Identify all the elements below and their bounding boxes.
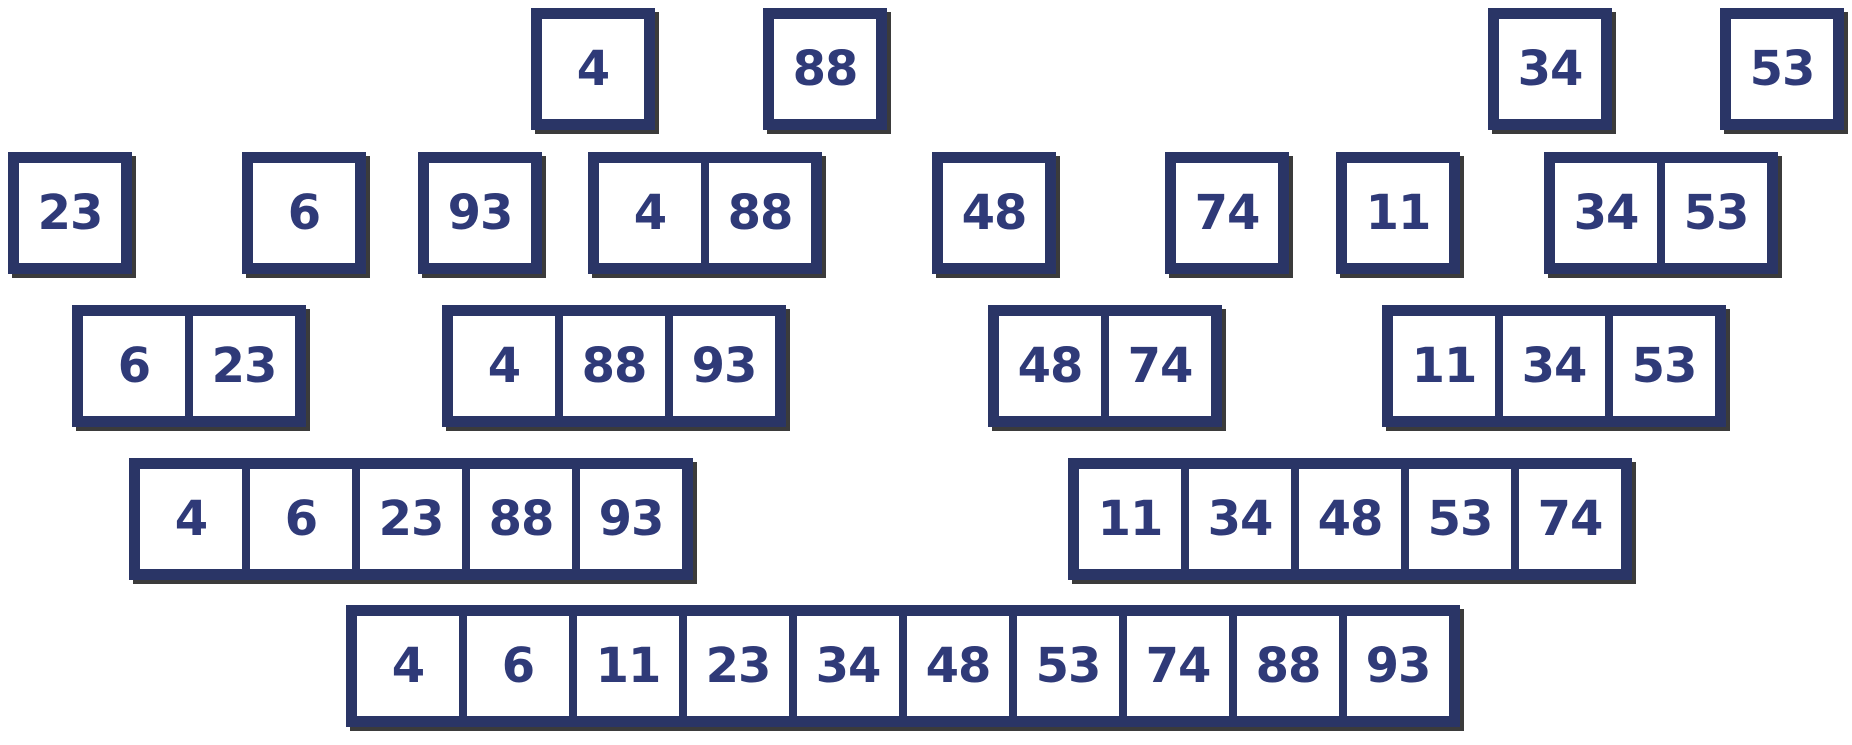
level-4-group: 11 34 48 53 74 [1068, 458, 1632, 580]
number-cell: 93 [1347, 616, 1449, 716]
number-cell: 53 [1613, 316, 1715, 416]
number-cell: 11 [1393, 316, 1495, 416]
number-cell: 93 [429, 163, 531, 263]
number-cell: 6 [250, 469, 352, 569]
number-cell: 34 [1189, 469, 1291, 569]
number-cell: 53 [1665, 163, 1767, 263]
level-2-group: 23 [8, 152, 132, 274]
level-3-group: 11 34 53 [1382, 305, 1726, 427]
number-cell: 4 [140, 469, 242, 569]
number-cell: 74 [1519, 469, 1621, 569]
number-cell: 34 [1499, 19, 1601, 119]
number-cell: 93 [580, 469, 682, 569]
level-2-group: 6 [242, 152, 366, 274]
number-cell: 74 [1176, 163, 1278, 263]
number-cell: 88 [563, 316, 665, 416]
number-cell: 23 [19, 163, 121, 263]
number-cell: 34 [1555, 163, 1657, 263]
number-cell: 48 [1299, 469, 1401, 569]
level-1-group: 4 [531, 8, 655, 130]
number-cell: 48 [999, 316, 1101, 416]
level-2-group: 34 53 [1544, 152, 1778, 274]
level-1-group: 53 [1720, 8, 1844, 130]
level-3-group: 48 74 [988, 305, 1222, 427]
number-cell: 53 [1731, 19, 1833, 119]
number-cell: 23 [193, 316, 295, 416]
number-cell: 11 [1079, 469, 1181, 569]
number-cell: 88 [1237, 616, 1339, 716]
level-1-group: 34 [1488, 8, 1612, 130]
number-cell: 88 [470, 469, 572, 569]
number-cell: 11 [577, 616, 679, 716]
number-cell: 4 [453, 316, 555, 416]
number-cell: 23 [687, 616, 789, 716]
level-3-group: 4 88 93 [442, 305, 786, 427]
level-1-group: 88 [763, 8, 887, 130]
level-2-group: 74 [1165, 152, 1289, 274]
level-5-group: 4 6 11 23 34 48 53 74 88 93 [346, 605, 1460, 727]
level-4-group: 4 6 23 88 93 [129, 458, 693, 580]
level-2-group: 48 [932, 152, 1056, 274]
number-cell: 74 [1127, 616, 1229, 716]
level-3-group: 6 23 [72, 305, 306, 427]
number-cell: 53 [1409, 469, 1511, 569]
number-cell: 53 [1017, 616, 1119, 716]
number-cell: 93 [673, 316, 775, 416]
level-2-group: 4 88 [588, 152, 822, 274]
number-cell: 88 [709, 163, 811, 263]
number-cell: 11 [1347, 163, 1449, 263]
number-cell: 23 [360, 469, 462, 569]
number-cell: 6 [253, 163, 355, 263]
number-cell: 34 [1503, 316, 1605, 416]
number-cell: 48 [907, 616, 1009, 716]
number-cell: 6 [83, 316, 185, 416]
number-cell: 6 [467, 616, 569, 716]
number-cell: 4 [357, 616, 459, 716]
number-cell: 74 [1109, 316, 1211, 416]
number-cell: 4 [542, 19, 644, 119]
level-2-group: 93 [418, 152, 542, 274]
number-cell: 4 [599, 163, 701, 263]
number-cell: 34 [797, 616, 899, 716]
number-cell: 88 [774, 19, 876, 119]
level-2-group: 11 [1336, 152, 1460, 274]
number-cell: 48 [943, 163, 1045, 263]
